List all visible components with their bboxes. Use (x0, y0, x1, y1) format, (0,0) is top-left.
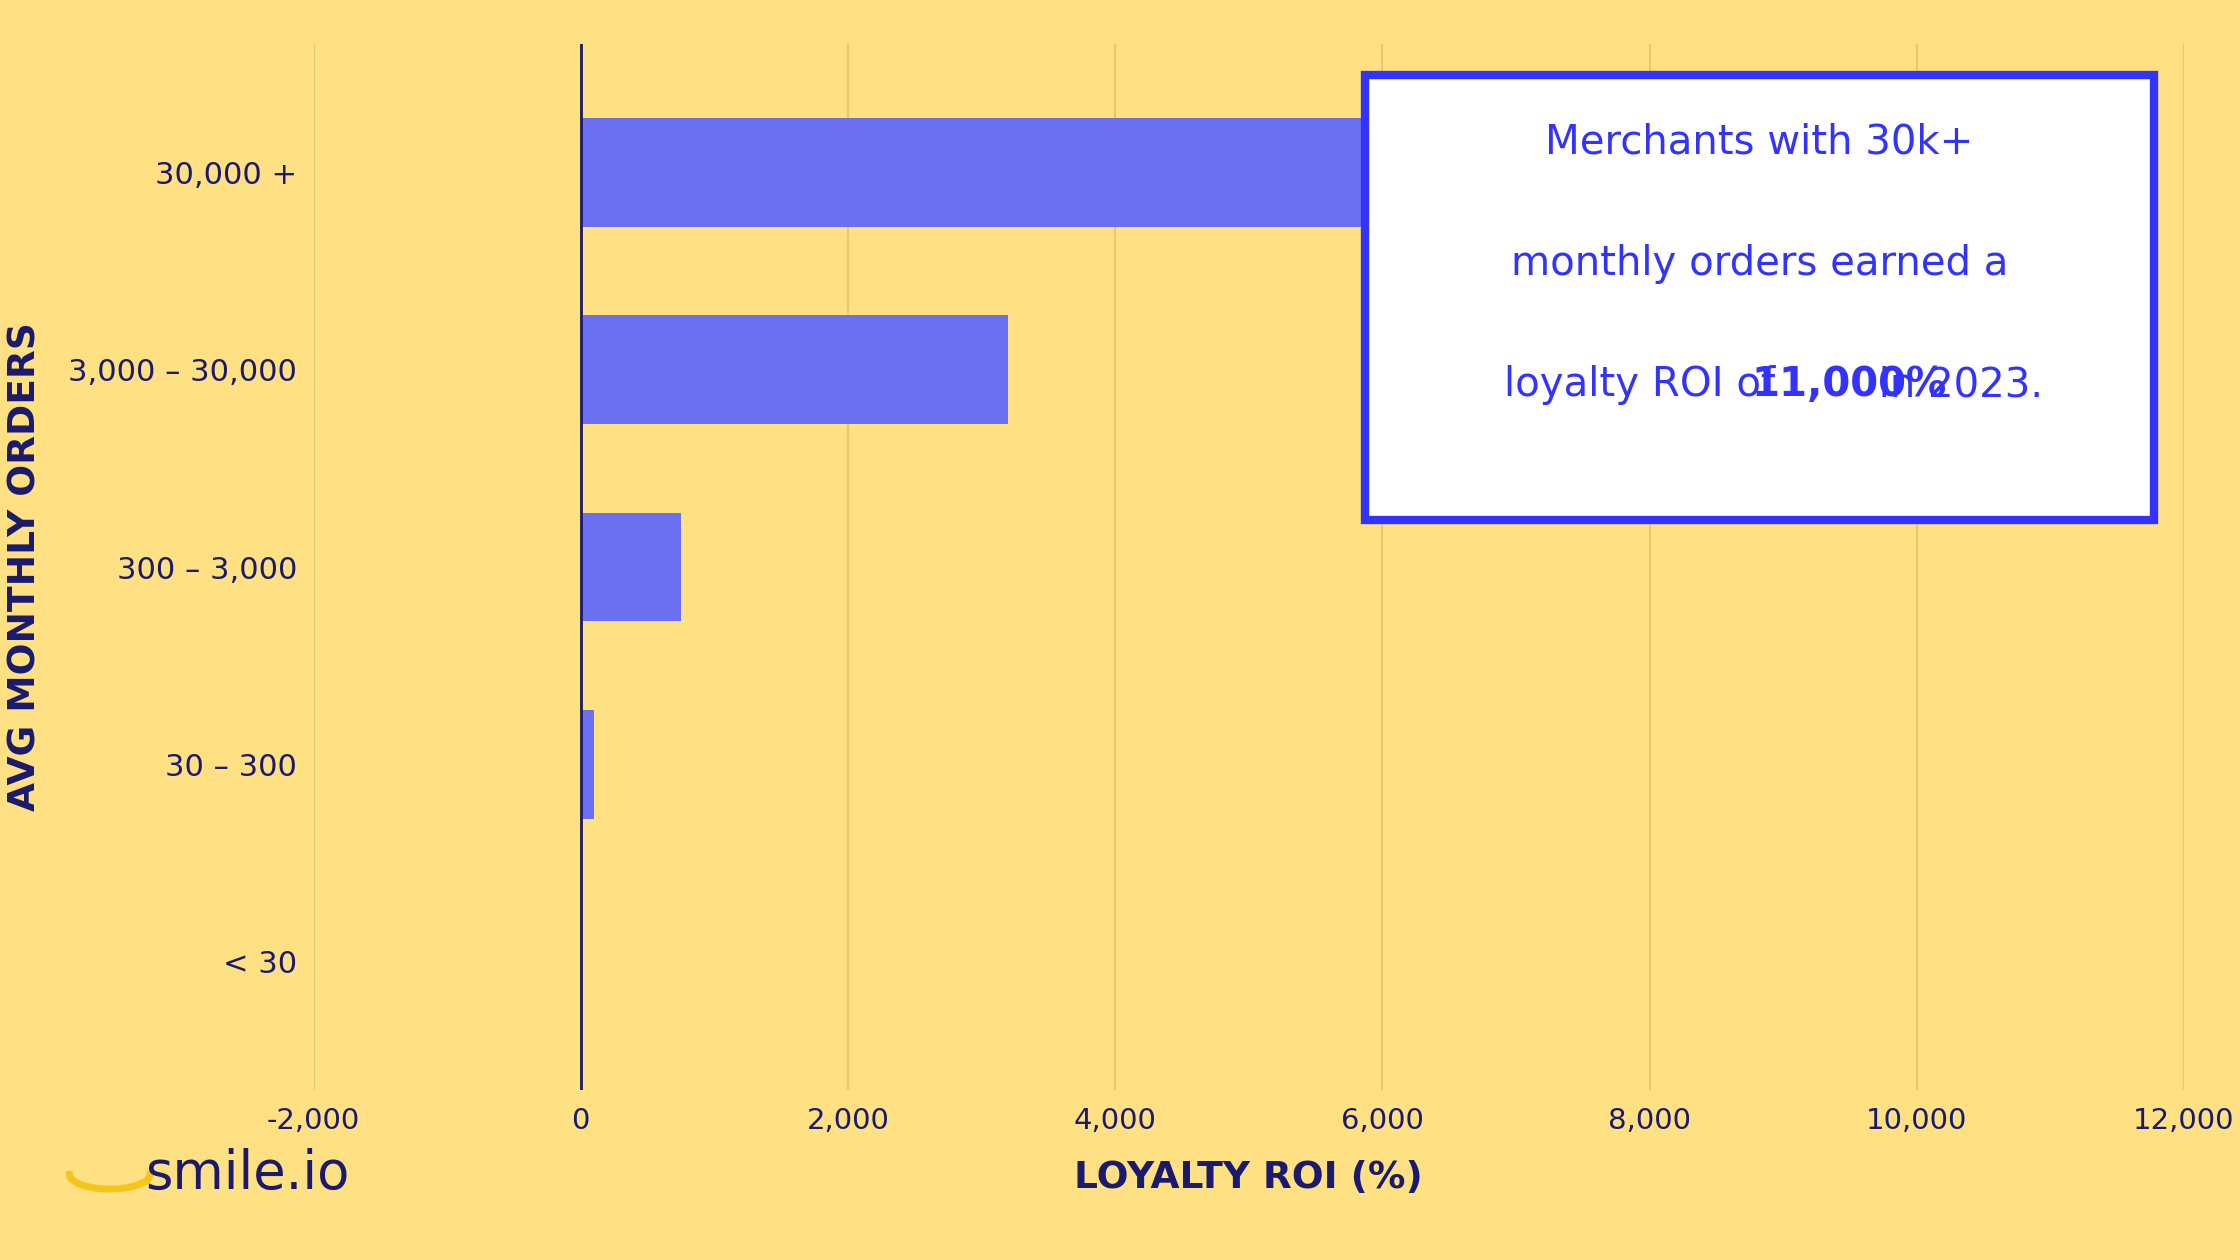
Text: monthly orders earned a: monthly orders earned a (1510, 244, 2007, 284)
Bar (580, 711, 594, 819)
Text: 11,000%: 11,000% (1752, 365, 1947, 406)
Text: smile.io: smile.io (146, 1148, 349, 1200)
Bar (580, 118, 2050, 227)
Text: in 2023.: in 2023. (1866, 365, 2043, 406)
FancyBboxPatch shape (1364, 76, 2155, 520)
Text: loyalty ROI of: loyalty ROI of (1505, 365, 1788, 406)
X-axis label: LOYALTY ROI (%): LOYALTY ROI (%) (1075, 1159, 1422, 1196)
Bar (580, 315, 1008, 423)
Text: Merchants with 30k+: Merchants with 30k+ (1546, 122, 1973, 163)
Bar (580, 513, 681, 621)
Y-axis label: AVG MONTHLY ORDERS: AVG MONTHLY ORDERS (7, 323, 43, 811)
